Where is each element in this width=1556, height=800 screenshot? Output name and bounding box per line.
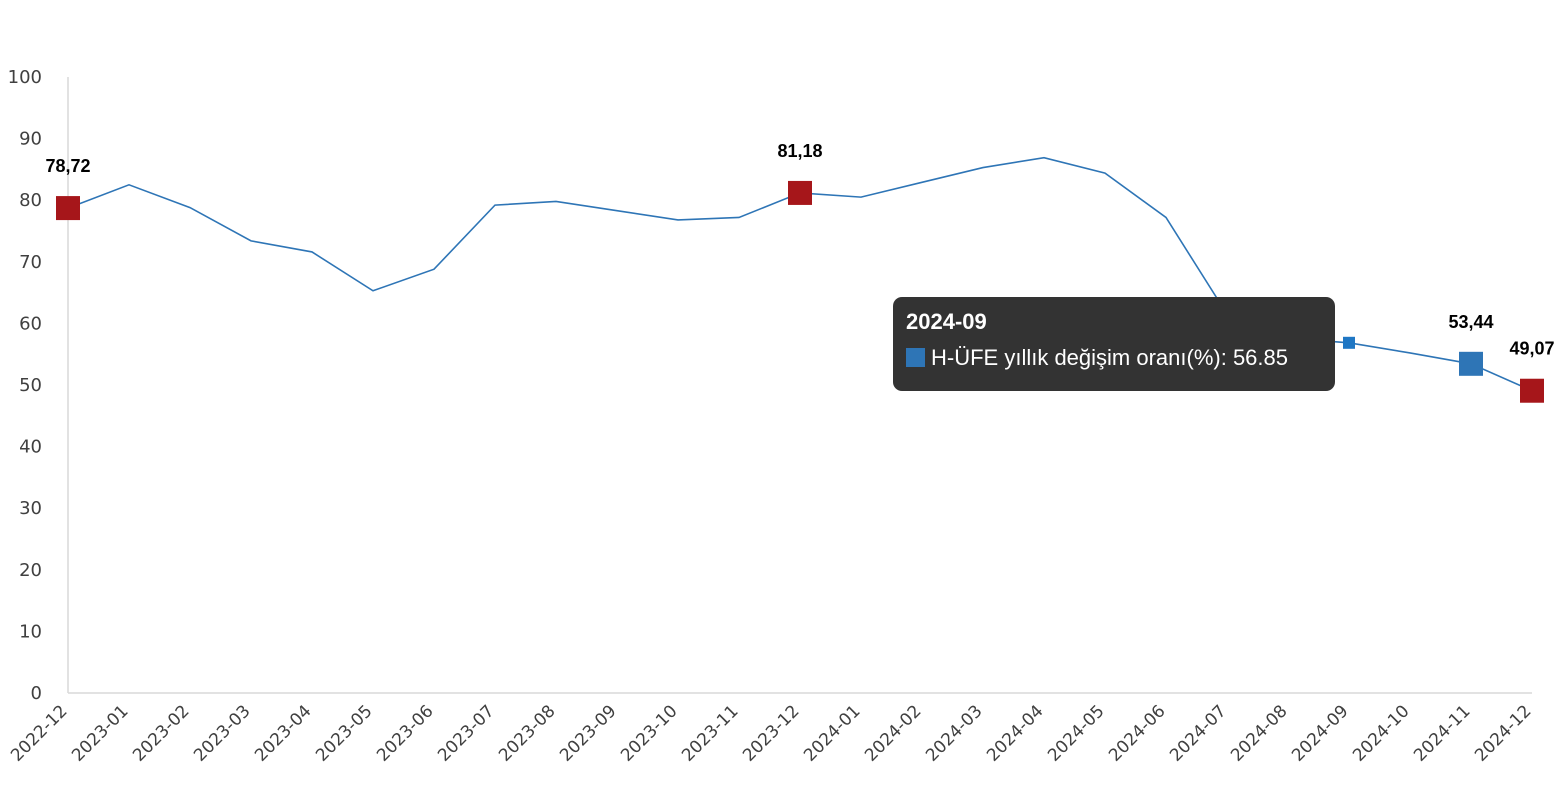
x-tick-label: 2024-09 (1288, 701, 1352, 765)
x-tick-label: 2024-05 (1044, 701, 1108, 765)
data-label: 53,44 (1448, 312, 1493, 332)
x-tick-label: 2023-05 (312, 701, 376, 765)
chart-axes (67, 77, 1532, 694)
x-tick-label: 2023-09 (556, 701, 620, 765)
data-label: 81,18 (777, 141, 822, 161)
x-tick-label: 2023-12 (739, 701, 803, 765)
x-tick-label: 2024-12 (1471, 701, 1535, 765)
x-tick-label: 2024-03 (922, 701, 986, 765)
x-tick-label: 2023-10 (617, 701, 681, 765)
y-tick-label: 100 (8, 67, 42, 88)
x-tick-label: 2023-06 (373, 701, 437, 765)
y-tick-label: 90 (19, 129, 42, 150)
x-tick-label: 2022-12 (7, 701, 71, 765)
y-tick-label: 40 (19, 437, 42, 458)
tooltip-text: H-ÜFE yıllık değişim oranı(%): 56.85 (931, 345, 1288, 370)
data-marker (788, 180, 812, 205)
x-tick-label: 2024-01 (800, 701, 864, 765)
y-tick-label: 10 (19, 621, 42, 642)
x-axis-ticks: 2022-122023-012023-022023-032023-042023-… (7, 701, 1535, 765)
y-tick-label: 50 (19, 375, 42, 396)
data-markers (56, 180, 1544, 403)
tooltip-series-swatch (906, 348, 925, 367)
hover-marker (1343, 336, 1355, 349)
y-tick-label: 30 (19, 498, 42, 519)
data-marker (56, 196, 80, 221)
data-label: 49,07 (1509, 339, 1554, 359)
data-marker (1520, 378, 1544, 403)
y-tick-label: 0 (31, 683, 42, 704)
x-tick-label: 2024-06 (1105, 701, 1169, 765)
y-tick-label: 60 (19, 313, 42, 334)
x-tick-label: 2023-11 (678, 701, 742, 765)
x-tick-label: 2023-07 (434, 701, 498, 765)
x-tick-label: 2024-04 (983, 701, 1047, 765)
chart-tooltip: 2024-09 H-ÜFE yıllık değişim oranı(%): 5… (893, 297, 1335, 391)
y-axis-ticks: 0 10 20 30 40 50 60 70 80 90 100 (8, 67, 42, 704)
x-tick-label: 2024-08 (1227, 701, 1291, 765)
y-tick-label: 70 (19, 252, 42, 273)
data-labels: 78,72 81,18 53,44 49,07 (45, 141, 1554, 359)
x-tick-label: 2024-07 (1166, 701, 1230, 765)
tooltip-title: 2024-09 (906, 309, 987, 334)
x-tick-label: 2024-02 (861, 701, 925, 765)
data-marker (1459, 351, 1483, 376)
y-tick-label: 80 (19, 190, 42, 211)
y-tick-label: 20 (19, 560, 42, 581)
x-tick-label: 2024-11 (1410, 701, 1474, 765)
data-label: 78,72 (45, 156, 90, 176)
x-tick-label: 2023-08 (495, 701, 559, 765)
x-tick-label: 2023-01 (68, 701, 132, 765)
x-tick-label: 2023-03 (190, 701, 254, 765)
x-tick-label: 2024-10 (1349, 701, 1413, 765)
x-tick-label: 2023-02 (129, 701, 193, 765)
x-tick-label: 2023-04 (251, 701, 315, 765)
tooltip-row: H-ÜFE yıllık değişim oranı(%): 56.85 (906, 345, 1322, 371)
